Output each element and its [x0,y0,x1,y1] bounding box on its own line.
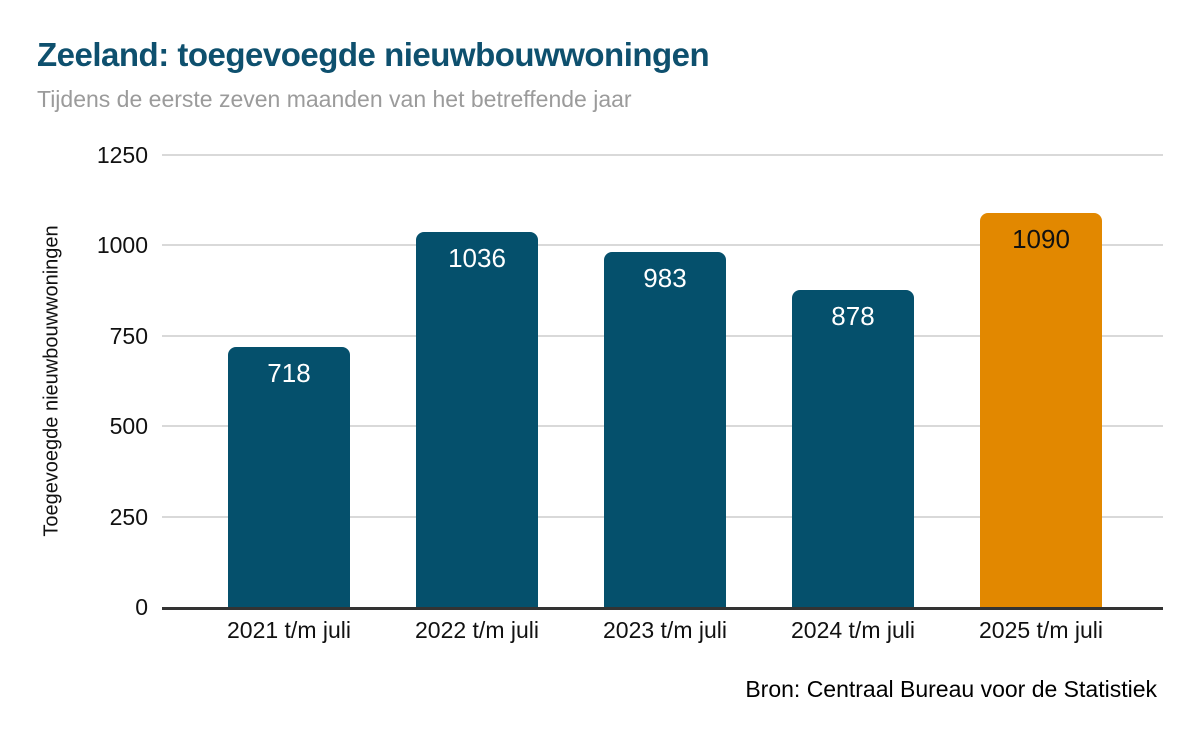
y-tick-label-750: 750 [109,322,148,349]
chart-subtitle: Tijdens de eerste zeven maanden van het … [37,86,632,112]
bar-value-label: 1090 [1012,223,1070,254]
source-attribution: Bron: Centraal Bureau voor de Statistiek [745,676,1157,702]
x-tick-label-2022: 2022 t/m juli [414,617,539,643]
y-tick-label-250: 250 [109,503,148,530]
gridline-1000 [162,244,1163,247]
gridline-1250 [162,154,1163,156]
bar-value-label: 1036 [448,243,506,274]
y-tick-label-1000: 1000 [96,232,148,259]
bar-value-label: 878 [831,300,875,331]
y-tick-label-0: 0 [135,594,148,620]
y-axis-title: Toegevoegde nieuwbouwwoningen [40,225,63,537]
y-tick-label-1250: 1250 [96,142,148,168]
bar-2023: 983 [604,251,726,607]
bar-2024: 878 [792,289,914,607]
x-tick-label-2023: 2023 t/m juli [602,617,727,643]
x-tick-label-2024: 2024 t/m juli [790,617,915,643]
plot-area: 718 1036 983 878 1090 [162,154,1163,610]
bar-value-label: 983 [643,262,687,293]
bar-2025: 1090 [980,212,1102,607]
y-tick-label-500: 500 [109,413,148,440]
chart-title: Zeeland: toegevoegde nieuwbouwwoningen [37,36,710,73]
x-tick-label-2021: 2021 t/m juli [226,617,351,643]
x-tick-label-2025: 2025 t/m juli [978,617,1103,643]
bar-2021: 718 [228,347,350,607]
bar-value-label: 718 [267,358,311,389]
bar-2022: 1036 [416,232,538,607]
